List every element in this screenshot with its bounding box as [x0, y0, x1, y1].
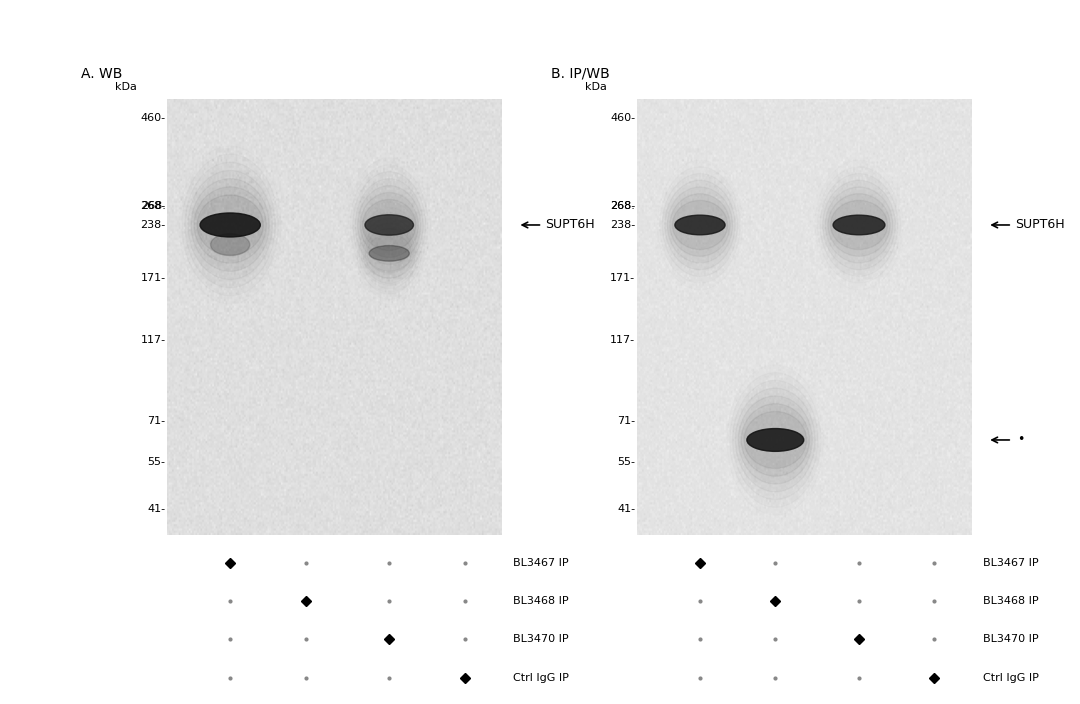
- Text: BL3467 IP: BL3467 IP: [983, 558, 1038, 567]
- Text: Ctrl IgG IP: Ctrl IgG IP: [513, 673, 569, 683]
- Text: 268.: 268.: [610, 201, 635, 210]
- Ellipse shape: [365, 215, 414, 235]
- Text: BL3470 IP: BL3470 IP: [513, 634, 568, 644]
- Text: 117-: 117-: [140, 335, 165, 345]
- Text: 55-: 55-: [148, 457, 165, 467]
- Text: BL3468 IP: BL3468 IP: [983, 596, 1038, 606]
- Text: 117-: 117-: [610, 335, 635, 345]
- Ellipse shape: [833, 215, 885, 235]
- Ellipse shape: [211, 234, 249, 256]
- Text: •: •: [1017, 434, 1025, 446]
- Text: 268.: 268.: [140, 201, 165, 210]
- Ellipse shape: [747, 429, 804, 451]
- Ellipse shape: [200, 213, 260, 237]
- Ellipse shape: [369, 246, 409, 261]
- Text: Ctrl IgG IP: Ctrl IgG IP: [983, 673, 1039, 683]
- Text: 460-: 460-: [140, 113, 165, 123]
- Text: BL3468 IP: BL3468 IP: [513, 596, 568, 606]
- Text: kDa: kDa: [585, 82, 607, 92]
- Text: 71-: 71-: [618, 415, 635, 426]
- Text: 41-: 41-: [148, 505, 165, 515]
- Text: 268-: 268-: [610, 201, 635, 210]
- Text: 460-: 460-: [610, 113, 635, 123]
- Text: B. IP/WB: B. IP/WB: [551, 67, 609, 81]
- Text: 41-: 41-: [618, 505, 635, 515]
- Text: 71-: 71-: [148, 415, 165, 426]
- Text: 55-: 55-: [618, 457, 635, 467]
- Text: SUPT6H: SUPT6H: [1014, 218, 1064, 232]
- Ellipse shape: [675, 215, 725, 235]
- Text: 268-: 268-: [140, 201, 165, 210]
- Text: BL3470 IP: BL3470 IP: [983, 634, 1038, 644]
- Text: 171-: 171-: [140, 273, 165, 284]
- Text: BL3467 IP: BL3467 IP: [513, 558, 568, 567]
- Text: A. WB: A. WB: [81, 67, 122, 81]
- Text: SUPT6H: SUPT6H: [545, 218, 594, 232]
- Text: 238-: 238-: [140, 220, 165, 230]
- Text: 171-: 171-: [610, 273, 635, 284]
- Text: kDa: kDa: [116, 82, 137, 92]
- Text: 238-: 238-: [610, 220, 635, 230]
